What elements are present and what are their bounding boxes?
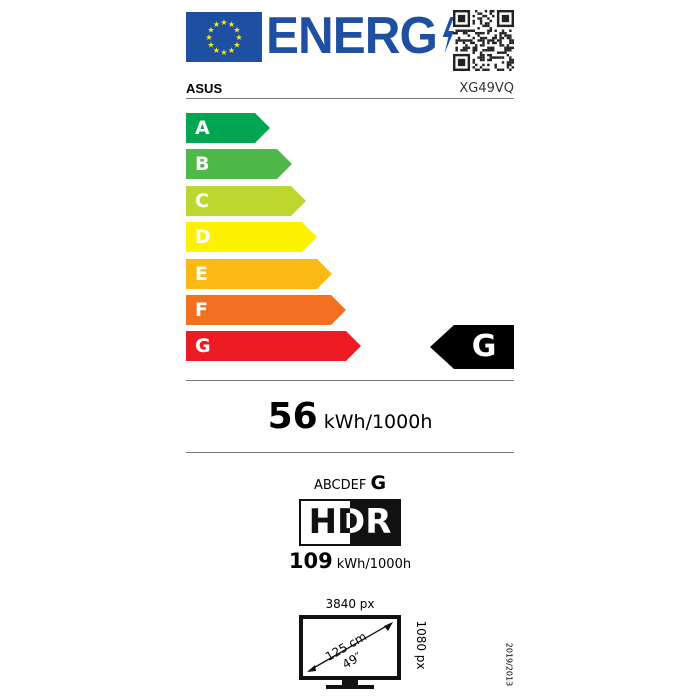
star-icon: ★ bbox=[233, 41, 240, 50]
rating-arrow: G bbox=[430, 325, 514, 369]
resolution-width: 3840 px bbox=[325, 597, 375, 611]
hdr-label: HDR bbox=[301, 501, 399, 544]
sdr-unit: kWh/1000h bbox=[323, 411, 433, 433]
sdr-value: 56 bbox=[267, 396, 318, 437]
star-icon: ★ bbox=[213, 46, 220, 55]
logo-text: ENERG bbox=[266, 7, 438, 65]
divider bbox=[186, 98, 514, 99]
hdr-scale: ABCDEF G bbox=[186, 472, 514, 494]
tv-icon: 125 cm 49″ bbox=[299, 615, 401, 689]
regulation-number: 2019/2013 bbox=[504, 642, 514, 687]
energy-class-e: E bbox=[186, 259, 332, 289]
divider bbox=[186, 380, 514, 381]
sdr-consumption: 56 kWh/1000h bbox=[186, 396, 514, 437]
star-icon: ★ bbox=[228, 46, 235, 55]
hdr-value: 109 bbox=[288, 549, 333, 573]
hdr-logo: HDR bbox=[299, 499, 401, 546]
hdr-consumption: 109 kWh/1000h bbox=[186, 549, 514, 573]
energy-class-c: C bbox=[186, 186, 306, 216]
resolution-height: 1080 px bbox=[414, 620, 428, 670]
qr-code[interactable] bbox=[453, 10, 514, 71]
eu-flag: ★ ★ ★ ★ ★ ★ ★ ★ ★ ★ ★ ★ bbox=[186, 12, 262, 62]
model-number: XG49VQ bbox=[459, 81, 514, 96]
star-icon: ★ bbox=[207, 41, 214, 50]
star-icon: ★ bbox=[205, 33, 212, 42]
star-icon: ★ bbox=[220, 48, 227, 57]
divider bbox=[186, 452, 514, 453]
brand-name: ASUS bbox=[186, 81, 223, 96]
energy-class-a: A bbox=[186, 113, 270, 143]
hdr-scale-letters: ABCDEF bbox=[313, 478, 367, 493]
energy-class-g: G bbox=[186, 331, 361, 361]
star-icon: ★ bbox=[213, 20, 220, 29]
energy-logo: ENERG bbox=[266, 6, 456, 66]
star-icon: ★ bbox=[233, 26, 240, 35]
energy-class-f: F bbox=[186, 295, 346, 325]
star-icon: ★ bbox=[228, 20, 235, 29]
energy-class-b: B bbox=[186, 149, 292, 179]
star-icon: ★ bbox=[220, 18, 227, 27]
energy-class-d: D bbox=[186, 222, 317, 252]
star-icon: ★ bbox=[207, 26, 214, 35]
star-icon: ★ bbox=[235, 33, 242, 42]
hdr-rating: G bbox=[370, 472, 387, 494]
lightning-icon bbox=[442, 17, 455, 53]
hdr-unit: kWh/1000h bbox=[336, 557, 412, 572]
